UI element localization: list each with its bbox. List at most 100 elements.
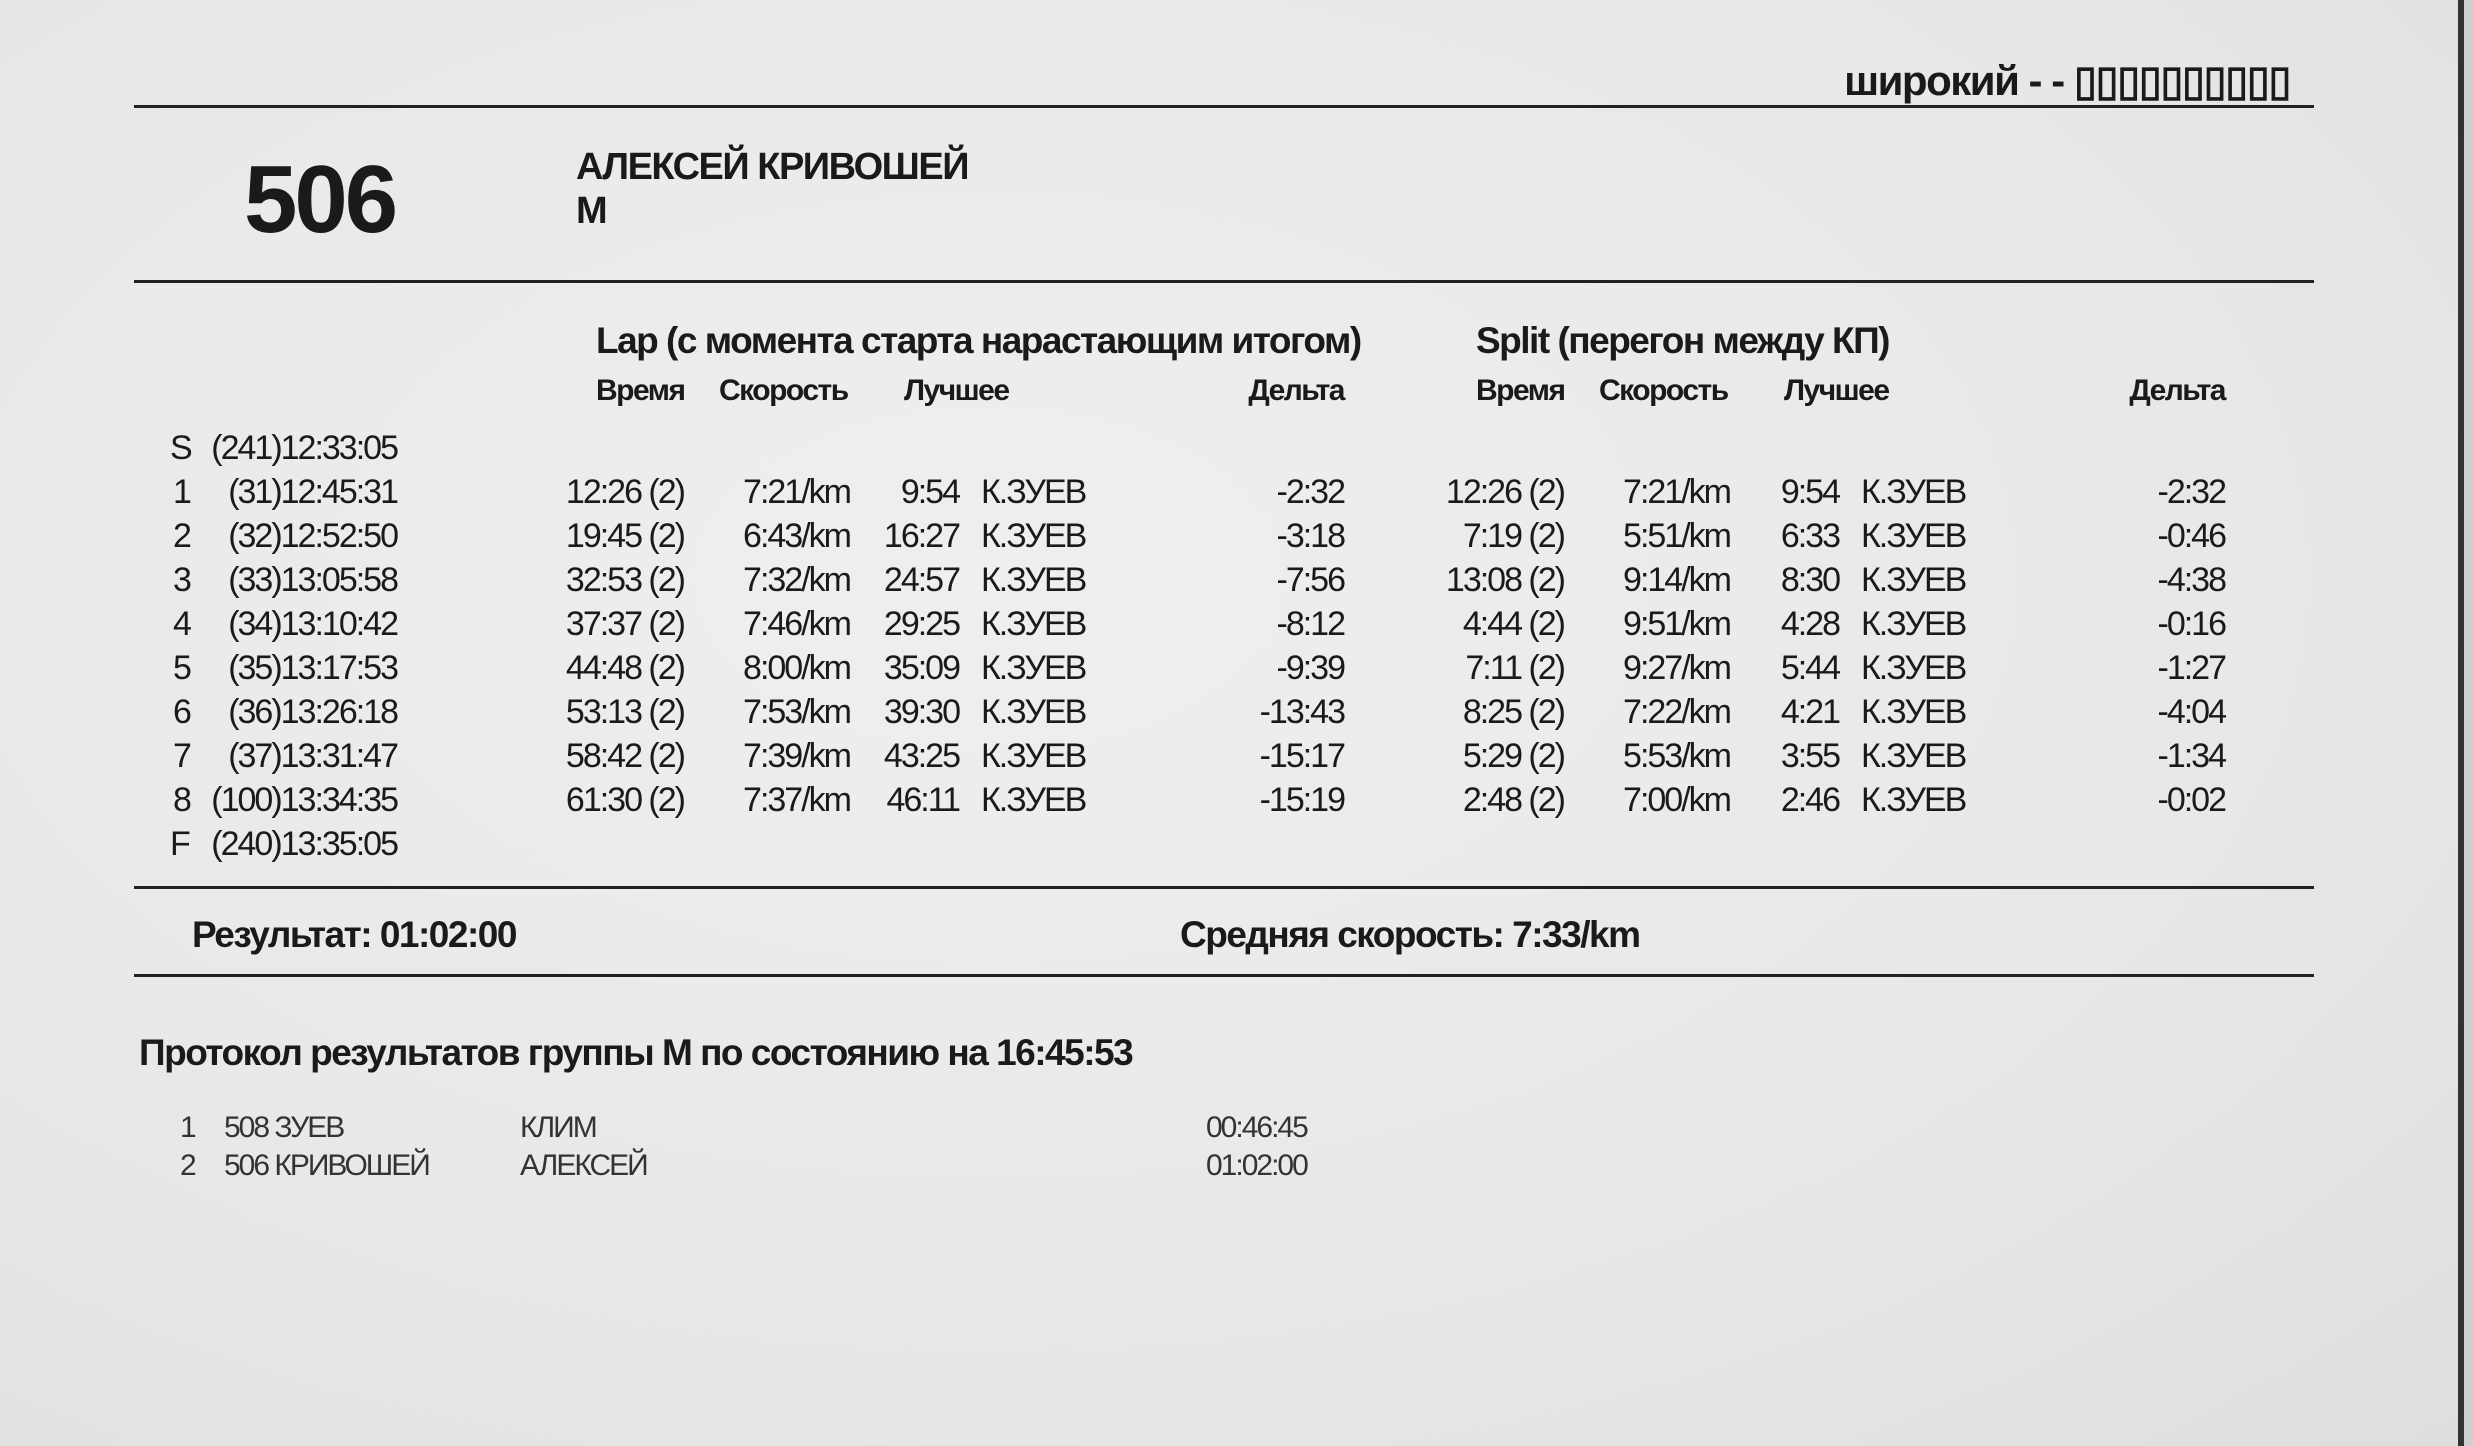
split-delta: -0:02 bbox=[2157, 781, 2227, 819]
split-time: 12:26 (2) bbox=[1445, 473, 1566, 511]
split-best: 3:55 bbox=[1780, 737, 1841, 775]
lap-best: 46:11 bbox=[886, 781, 961, 819]
lap-best: 35:09 bbox=[883, 649, 961, 687]
lap-time: 61:30 (2) bbox=[565, 781, 686, 819]
split-delta: -0:46 bbox=[2157, 517, 2227, 555]
split-speed: 7:21/km bbox=[1623, 473, 1732, 511]
lap-best: 24:57 bbox=[883, 561, 961, 599]
split-speed: 9:14/km bbox=[1623, 561, 1732, 599]
split-speed: 7:00/km bbox=[1623, 781, 1732, 819]
lap-col-time: Время bbox=[596, 374, 686, 407]
lap-best-name: К.ЗУЕВ bbox=[981, 649, 1087, 687]
lap-best: 29:25 bbox=[883, 605, 961, 643]
lap-time: 37:37 (2) bbox=[565, 605, 686, 643]
lap-col-best: Лучшее bbox=[904, 374, 1010, 407]
paper-edge bbox=[2464, 0, 2473, 1446]
split-best-name: К.ЗУЕВ bbox=[1861, 737, 1967, 775]
lap-best: 39:30 bbox=[883, 693, 961, 731]
split-delta: -1:27 bbox=[2157, 649, 2227, 687]
split-delta: -0:16 bbox=[2157, 605, 2227, 643]
split-best: 4:28 bbox=[1780, 605, 1841, 643]
lap-time: 44:48 (2) bbox=[565, 649, 686, 687]
split-speed: 7:22/km bbox=[1623, 693, 1732, 731]
lap-delta: -13:43 bbox=[1259, 693, 1346, 731]
split-col-delta: Дельта bbox=[2129, 374, 2226, 407]
split-time: 4:44 (2) bbox=[1462, 605, 1566, 643]
split-time: 7:11 (2) bbox=[1465, 649, 1566, 687]
lap-col-delta: Дельта bbox=[1248, 374, 1345, 407]
divider-top bbox=[134, 105, 2314, 108]
lap-speed: 6:43/km bbox=[743, 517, 852, 555]
protocol-time: 01:02:00 bbox=[1206, 1149, 1309, 1182]
start-label: S bbox=[170, 429, 193, 467]
protocol-rank: 2 bbox=[180, 1149, 197, 1182]
row-number: 5 bbox=[173, 649, 192, 687]
divider-summary-bottom bbox=[134, 974, 2314, 977]
protocol-bib-surname: 508 ЗУЕВ bbox=[224, 1111, 345, 1144]
row-control: (37)13:31:47 bbox=[228, 737, 399, 775]
course-label: широкий - - ▯▯▯▯▯▯▯▯▯▯ bbox=[1844, 57, 2291, 104]
split-best-name: К.ЗУЕВ bbox=[1861, 473, 1967, 511]
protocol-rank: 1 bbox=[180, 1111, 197, 1144]
start-control: (241)12:33:05 bbox=[211, 429, 399, 467]
split-best: 2:46 bbox=[1780, 781, 1841, 819]
lap-best-name: К.ЗУЕВ bbox=[981, 781, 1087, 819]
split-delta: -4:38 bbox=[2157, 561, 2227, 599]
lap-time: 12:26 (2) bbox=[565, 473, 686, 511]
bib-number: 506 bbox=[244, 146, 398, 253]
divider-header bbox=[134, 280, 2314, 283]
split-best: 8:30 bbox=[1780, 561, 1841, 599]
lap-speed: 7:37/km bbox=[743, 781, 852, 819]
row-control: (36)13:26:18 bbox=[228, 693, 399, 731]
row-control: (32)12:52:50 bbox=[228, 517, 399, 555]
split-best-name: К.ЗУЕВ bbox=[1861, 649, 1967, 687]
lap-delta: -9:39 bbox=[1276, 649, 1346, 687]
lap-speed: 7:21/km bbox=[743, 473, 852, 511]
protocol-title: Протокол результатов группы М по состоян… bbox=[139, 1032, 1134, 1073]
lap-title: Lap (с момента старта нарастающим итогом… bbox=[596, 320, 1362, 361]
split-col-time: Время bbox=[1476, 374, 1566, 407]
split-best-name: К.ЗУЕВ bbox=[1861, 561, 1967, 599]
row-control: (100)13:34:35 bbox=[211, 781, 399, 819]
lap-best-name: К.ЗУЕВ bbox=[981, 605, 1087, 643]
lap-speed: 8:00/km bbox=[743, 649, 852, 687]
lap-best-name: К.ЗУЕВ bbox=[981, 517, 1087, 555]
runner-name: АЛЕКСЕЙ КРИВОШЕЙ bbox=[576, 146, 970, 188]
paper-edge-shadow bbox=[2458, 0, 2464, 1446]
split-speed: 9:27/km bbox=[1623, 649, 1732, 687]
lap-best: 43:25 bbox=[883, 737, 961, 775]
split-delta: -2:32 bbox=[2157, 473, 2227, 511]
lap-speed: 7:46/km bbox=[743, 605, 852, 643]
split-best-name: К.ЗУЕВ bbox=[1861, 605, 1967, 643]
lap-best-name: К.ЗУЕВ bbox=[981, 561, 1087, 599]
lap-delta: -15:17 bbox=[1259, 737, 1346, 775]
lap-time: 19:45 (2) bbox=[565, 517, 686, 555]
lap-speed: 7:53/km bbox=[743, 693, 852, 731]
lap-delta: -8:12 bbox=[1276, 605, 1346, 643]
split-best-name: К.ЗУЕВ bbox=[1861, 781, 1967, 819]
lap-delta: -7:56 bbox=[1276, 561, 1346, 599]
protocol-bib-surname: 506 КРИВОШЕЙ bbox=[224, 1149, 431, 1182]
split-time: 5:29 (2) bbox=[1462, 737, 1566, 775]
split-time: 2:48 (2) bbox=[1462, 781, 1566, 819]
lap-col-speed: Скорость bbox=[719, 374, 849, 407]
lap-best: 9:54 bbox=[900, 473, 961, 511]
lap-speed: 7:32/km bbox=[743, 561, 852, 599]
split-best-name: К.ЗУЕВ bbox=[1861, 693, 1967, 731]
lap-delta: -15:19 bbox=[1259, 781, 1346, 819]
split-delta: -4:04 bbox=[2157, 693, 2227, 731]
row-control: (33)13:05:58 bbox=[228, 561, 399, 599]
split-col-speed: Скорость bbox=[1599, 374, 1729, 407]
split-time: 7:19 (2) bbox=[1462, 517, 1566, 555]
protocol-first-name: КЛИМ bbox=[520, 1111, 598, 1144]
lap-delta: -3:18 bbox=[1276, 517, 1346, 555]
average-speed: Средняя скорость: 7:33/km bbox=[1180, 914, 1641, 955]
split-col-best: Лучшее bbox=[1784, 374, 1890, 407]
protocol-time: 00:46:45 bbox=[1206, 1111, 1309, 1144]
split-best: 6:33 bbox=[1780, 517, 1841, 555]
split-title: Split (перегон между КП) bbox=[1476, 320, 1891, 361]
lap-time: 58:42 (2) bbox=[565, 737, 686, 775]
result-total: Результат: 01:02:00 bbox=[192, 914, 517, 955]
lap-best-name: К.ЗУЕВ bbox=[981, 473, 1087, 511]
split-best: 4:21 bbox=[1780, 693, 1841, 731]
